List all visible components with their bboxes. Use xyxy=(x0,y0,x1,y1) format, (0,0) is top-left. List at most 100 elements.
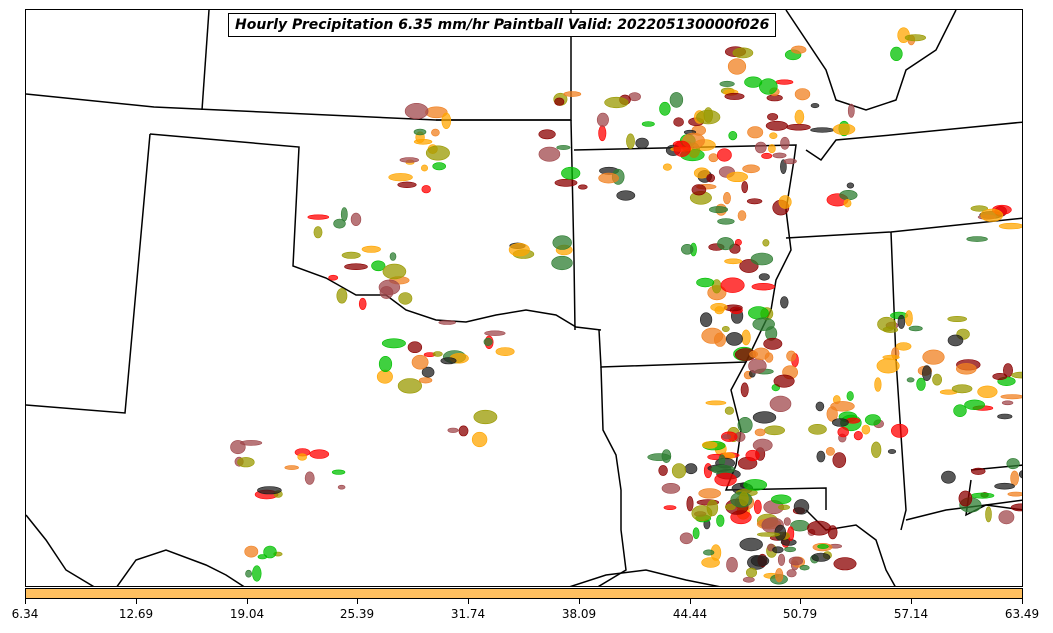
colorbar-tick xyxy=(25,599,26,604)
precip-blob xyxy=(817,544,829,549)
precip-blob xyxy=(381,338,406,349)
precip-blob xyxy=(598,172,619,184)
precip-blob xyxy=(810,127,835,133)
colorbar-tick xyxy=(247,599,248,604)
precip-blob xyxy=(551,255,573,271)
precip-blob xyxy=(794,109,805,125)
precip-blob xyxy=(742,576,755,583)
precip-blob xyxy=(794,88,811,101)
colorbar-tick-label: 63.49 xyxy=(1004,607,1040,621)
precip-blob xyxy=(998,222,1022,230)
precip-blob xyxy=(980,208,1004,222)
precip-blob xyxy=(696,277,715,288)
precip-blob xyxy=(350,212,362,226)
precip-blob xyxy=(832,452,847,468)
precip-blob xyxy=(398,292,413,305)
precip-blob xyxy=(397,378,423,394)
precip-blob xyxy=(420,164,428,172)
precip-blob xyxy=(895,342,912,351)
precip-blob xyxy=(340,207,348,222)
gulf-coast xyxy=(26,499,1022,586)
precip-blob xyxy=(726,171,748,182)
colorbar-tick-label: 31.74 xyxy=(450,607,486,621)
precip-blob xyxy=(376,369,393,384)
precip-blob xyxy=(388,173,413,182)
precip-blob xyxy=(747,126,764,139)
precip-blob xyxy=(389,252,397,261)
precip-blob xyxy=(244,545,259,558)
precip-blob xyxy=(732,47,754,59)
precip-blob xyxy=(240,440,263,446)
precip-blob xyxy=(333,218,346,229)
precip-blob xyxy=(336,288,348,304)
precip-blob xyxy=(495,347,515,356)
precip-blob xyxy=(741,181,749,194)
precip-blob xyxy=(577,184,588,190)
precip-blob xyxy=(705,400,727,406)
precip-blob xyxy=(769,395,792,413)
precip-blob xyxy=(745,449,760,462)
mo-ky-border xyxy=(805,121,1022,162)
precip-blob xyxy=(724,503,736,511)
precip-blob xyxy=(786,569,797,578)
precip-blob xyxy=(955,363,977,375)
precip-blob xyxy=(626,133,635,149)
precip-blob xyxy=(1010,503,1022,512)
map-panel xyxy=(25,9,1023,587)
precip-blob xyxy=(756,532,780,537)
precip-blob xyxy=(887,449,897,454)
precip-blob xyxy=(921,365,932,381)
precip-blob xyxy=(997,413,1013,420)
precip-blob xyxy=(810,103,820,109)
precip-blob xyxy=(418,377,433,384)
precip-blob xyxy=(737,416,753,433)
precip-blob xyxy=(698,488,722,499)
precip-blob xyxy=(413,128,427,136)
precip-blob xyxy=(780,136,790,150)
colorbar-tick xyxy=(468,599,469,604)
precip-blob xyxy=(964,399,986,410)
precip-blob xyxy=(725,332,743,346)
precip-blob xyxy=(739,491,749,507)
precip-blob xyxy=(483,337,493,347)
precip-blob xyxy=(773,374,795,388)
precip-blob xyxy=(554,178,578,187)
precip-blob xyxy=(833,557,857,571)
precip-blob xyxy=(708,206,728,214)
precip-blob xyxy=(790,45,807,54)
precip-blob xyxy=(958,490,973,507)
precip-blob xyxy=(484,330,506,336)
precip-blob xyxy=(662,163,672,171)
precip-blob xyxy=(745,567,757,578)
precip-blob xyxy=(754,428,766,437)
precip-blob xyxy=(783,517,791,526)
precip-blob xyxy=(780,296,789,309)
precip-blob xyxy=(864,414,881,426)
precip-blob xyxy=(763,337,783,350)
precip-blob xyxy=(328,274,339,281)
precip-blob xyxy=(671,463,687,479)
precip-blob xyxy=(970,492,995,499)
precip-blob xyxy=(257,486,282,495)
precip-blob xyxy=(344,263,368,271)
precip-blob xyxy=(719,80,735,87)
precip-blob xyxy=(473,409,498,425)
precip-blob xyxy=(679,532,694,545)
precip-blob xyxy=(839,190,858,201)
precip-blob xyxy=(724,92,745,100)
precip-blob xyxy=(361,245,381,253)
precip-blob xyxy=(407,341,423,354)
precip-blob xyxy=(703,549,715,556)
colorbar-tick-label: 57.14 xyxy=(893,607,929,621)
precip-blob xyxy=(252,565,262,582)
precip-blob xyxy=(701,557,720,568)
precip-blob xyxy=(847,103,855,118)
precip-blob xyxy=(686,496,694,512)
precip-blob xyxy=(563,91,582,97)
precip-blob xyxy=(775,79,794,85)
nm-tx-panhandle xyxy=(149,133,602,331)
precip-blob xyxy=(832,123,856,136)
ok-ar-border xyxy=(570,119,576,331)
precip-blob xyxy=(871,441,882,458)
precip-blob xyxy=(441,112,452,130)
